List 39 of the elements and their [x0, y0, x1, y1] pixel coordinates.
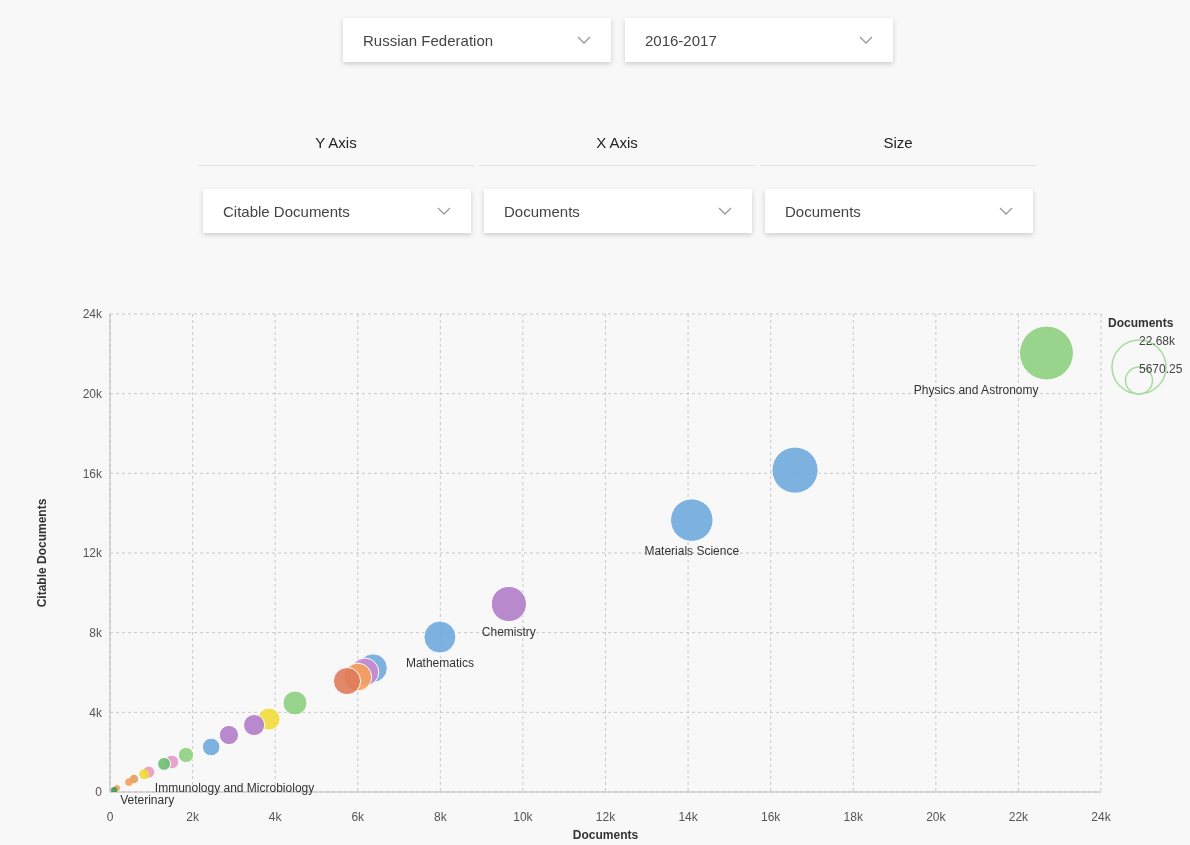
annotation: Mathematics — [405, 656, 474, 671]
x-tick-label: 12k — [595, 809, 617, 824]
text: Y Axis — [198, 130, 474, 166]
y-tick-label: 4k — [89, 705, 103, 720]
dropdown: Citable Documents — [203, 189, 471, 233]
dropdown: Documents — [484, 189, 752, 233]
x-tick-label: 8k — [433, 809, 448, 824]
x-tick-label: 16k — [760, 809, 782, 824]
annotation: Materials Science — [644, 544, 740, 559]
text: X Axis — [479, 130, 755, 166]
x-tick-label: 0 — [106, 809, 114, 824]
x-tick-label: 10k — [513, 809, 534, 824]
x-tick-label: 18k — [843, 809, 864, 824]
annotation: Chemistry — [481, 624, 536, 639]
dropdown: Russian Federation — [343, 18, 611, 62]
legend-label: 5670.25 — [1139, 362, 1183, 376]
dropdown: Documents — [765, 189, 1033, 233]
x-tick-label: 22k — [1008, 809, 1030, 824]
y-axis-title: Citable Documents — [35, 498, 50, 608]
x-tick-label: 2k — [186, 809, 200, 824]
annotation: Physics and Astronomy — [913, 383, 1039, 398]
y-tick-label: 20k — [82, 386, 103, 401]
y-tick-label: 8k — [89, 625, 103, 640]
annotation: Veterinary — [120, 792, 175, 807]
x-tick-label: 14k — [678, 809, 699, 824]
x-tick-label: 24k — [1091, 809, 1112, 824]
y-tick-label: 16k — [82, 466, 103, 481]
x-tick-label: 4k — [268, 809, 283, 824]
y-tick-label: 24k — [82, 307, 103, 322]
y-tick-label: 12k — [82, 546, 103, 561]
legend-title: Documents — [1108, 316, 1175, 330]
y-tick-label: 0 — [95, 785, 103, 800]
x-tick-label: 20k — [926, 809, 947, 824]
x-tick-label: 6k — [351, 809, 366, 824]
dropdown: 2016-2017 — [625, 18, 893, 62]
legend-label: 22.68k — [1139, 334, 1176, 348]
x-axis-title: Documents — [572, 828, 639, 842]
text: Size — [760, 130, 1036, 166]
annotation: Immunology and Microbiology — [154, 780, 315, 795]
